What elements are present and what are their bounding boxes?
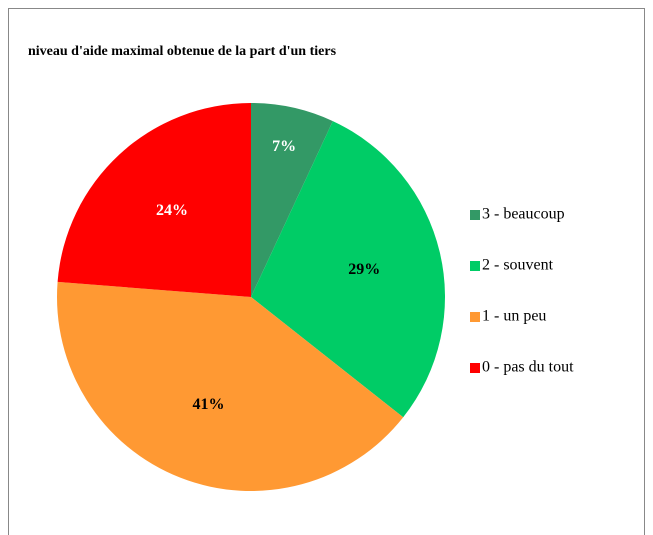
chart-title: niveau d'aide maximal obtenue de la part…	[28, 44, 337, 59]
pie-slice	[57, 281, 404, 491]
legend-label: 2 - souvent	[482, 257, 554, 274]
data-label: 24%	[156, 202, 188, 219]
pie-slice	[251, 103, 333, 297]
data-label: 7%	[272, 138, 296, 155]
legend-label: 0 - pas du tout	[482, 359, 574, 376]
legend-swatch	[470, 312, 480, 322]
legend-label: 1 - un peu	[482, 308, 546, 325]
data-label: 29%	[348, 261, 380, 278]
pie-slice	[251, 121, 445, 418]
legend-label: 3 - beaucoup	[482, 206, 565, 223]
legend-swatch	[470, 363, 480, 373]
legend-swatch	[470, 261, 480, 271]
data-label: 41%	[193, 396, 225, 413]
legend-swatch	[470, 210, 480, 220]
pie-slice	[57, 103, 251, 297]
